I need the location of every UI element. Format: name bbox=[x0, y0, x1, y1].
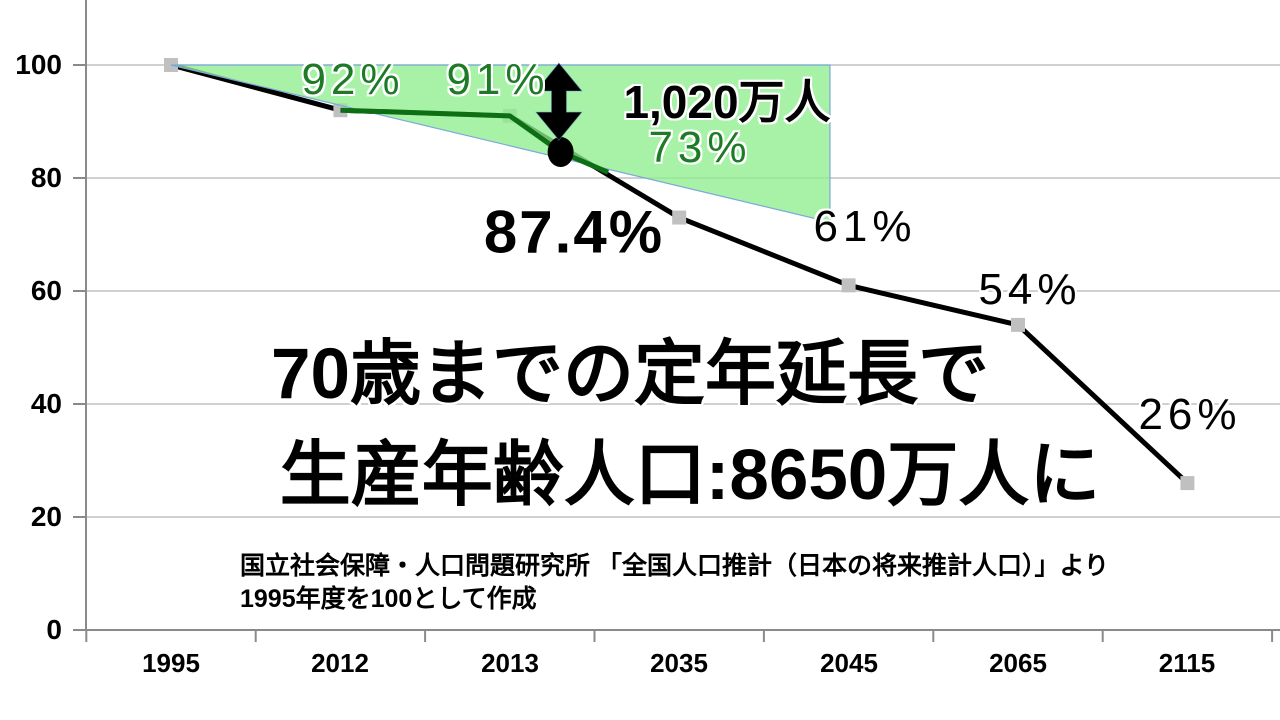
data-label-2035: 73% bbox=[648, 123, 752, 172]
y-axis-tick-label: 20 bbox=[30, 501, 62, 532]
source-note-line2: 1995年度を100として作成 bbox=[240, 585, 537, 613]
x-axis-tick-label: 2045 bbox=[820, 648, 878, 678]
x-axis-tick-label: 2035 bbox=[650, 648, 708, 678]
headline-line2: 生産年齢人口:8650万人に bbox=[279, 436, 1101, 515]
y-axis-tick-label: 60 bbox=[30, 275, 62, 306]
gap-annotation: 1,020万人 bbox=[623, 76, 831, 128]
headline-line1: 70歳までの定年延長で bbox=[271, 335, 989, 414]
y-axis-tick-label: 80 bbox=[30, 162, 62, 193]
data-label-2013: 91% bbox=[446, 55, 550, 104]
y-axis-tick-label: 100 bbox=[15, 49, 62, 80]
x-axis-tick-label: 2013 bbox=[481, 648, 539, 678]
y-axis-tick-label: 0 bbox=[46, 614, 62, 645]
data-label-2115: 26% bbox=[1138, 390, 1242, 439]
x-axis-tick-label: 2012 bbox=[311, 648, 369, 678]
data-label-2045: 61% bbox=[813, 202, 917, 251]
scenario-value-annotation: 87.4% bbox=[483, 198, 665, 266]
x-axis-tick-label: 1995 bbox=[142, 648, 200, 678]
data-label-2065: 54% bbox=[978, 265, 1082, 314]
y-axis-tick-label: 40 bbox=[30, 388, 62, 419]
x-axis-tick-label: 2065 bbox=[989, 648, 1047, 678]
data-label-2012: 92% bbox=[301, 55, 405, 104]
source-note-line1: 国立社会保障・人口問題研究所 「全国人口推計（日本の将来推計人口）」より bbox=[240, 552, 1109, 580]
x-axis-tick-label: 2115 bbox=[1158, 648, 1216, 678]
